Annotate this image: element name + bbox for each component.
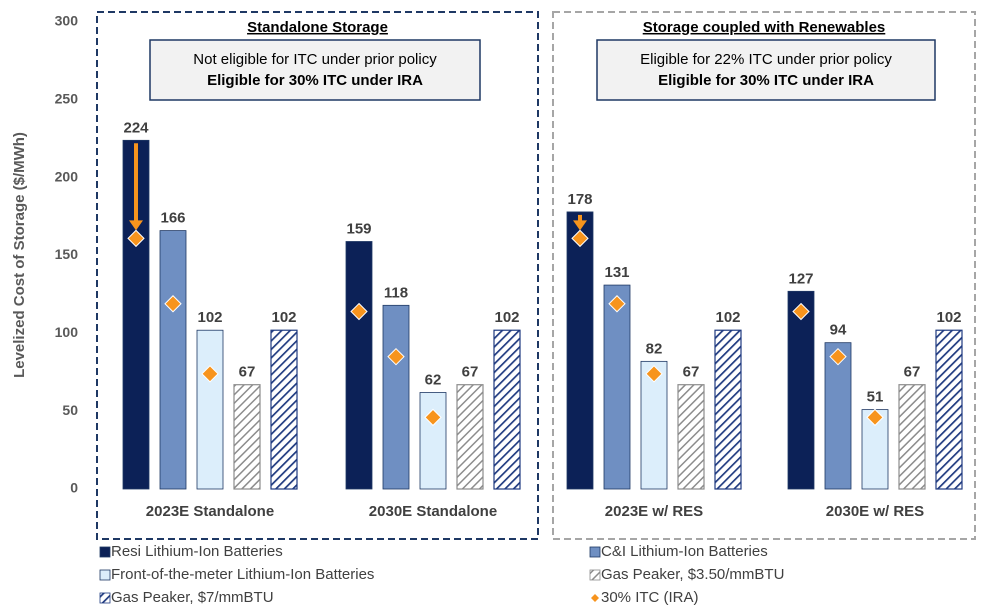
- bar: [456, 384, 484, 490]
- value-label: 102: [197, 309, 222, 326]
- y-tick-label: 100: [55, 324, 79, 340]
- value-label: 224: [123, 119, 149, 136]
- x-tick-label: 2023E w/ RES: [605, 503, 703, 520]
- note-text: Eligible for 22% ITC under prior policy: [640, 51, 892, 68]
- legend-label: Resi Lithium-Ion Batteries: [111, 543, 283, 560]
- value-label: 82: [646, 340, 663, 357]
- value-label: 51: [867, 389, 884, 406]
- value-label: 102: [715, 309, 740, 326]
- marker: [792, 302, 810, 321]
- legend-label: C&I Lithium-Ion Batteries: [601, 543, 768, 560]
- arrow-head: [573, 220, 587, 231]
- marker: [866, 408, 884, 427]
- y-tick-label: 200: [55, 168, 79, 184]
- value-label: 67: [904, 364, 921, 381]
- value-label: 62: [425, 371, 442, 388]
- y-axis-label: Levelized Cost of Storage ($/MWh): [11, 132, 28, 378]
- bar: [898, 384, 926, 490]
- bar: [196, 329, 224, 490]
- value-label: 166: [160, 210, 185, 227]
- bar: [640, 360, 668, 490]
- y-tick-label: 300: [55, 13, 79, 29]
- bar: [603, 284, 631, 490]
- note-text: Eligible for 30% ITC under IRA: [207, 72, 423, 89]
- x-tick-label: 2030E Standalone: [369, 503, 497, 520]
- legend-label: Gas Peaker, $7/mmBTU: [111, 589, 274, 606]
- value-label: 131: [604, 264, 629, 281]
- value-label: 102: [271, 309, 296, 326]
- marker: [608, 295, 626, 313]
- panel-title: Standalone Storage: [247, 19, 388, 36]
- bar: [714, 329, 742, 490]
- marker: [645, 365, 663, 383]
- note-text: Not eligible for ITC under prior policy: [193, 51, 437, 68]
- value-label: 67: [683, 364, 700, 381]
- legend-label: Front-of-the-meter Lithium-Ion Batteries: [111, 566, 374, 583]
- bar: [493, 329, 521, 490]
- bar: [270, 329, 298, 490]
- value-label: 102: [494, 309, 519, 326]
- marker: [424, 408, 442, 427]
- value-label: 118: [384, 284, 408, 301]
- arrow-head: [129, 220, 143, 231]
- x-tick-label: 2023E Standalone: [146, 503, 274, 520]
- legend-swatch: [589, 546, 601, 558]
- marker: [127, 229, 145, 248]
- y-tick-label: 250: [55, 91, 79, 107]
- value-label: 178: [567, 191, 592, 208]
- value-label: 159: [346, 220, 371, 237]
- bar: [382, 304, 410, 490]
- bar: [159, 230, 187, 490]
- legend-label: Gas Peaker, $3.50/mmBTU: [601, 566, 784, 583]
- marker: [164, 295, 182, 313]
- value-label: 94: [830, 322, 847, 339]
- y-tick-label: 150: [55, 246, 79, 262]
- marker: [201, 365, 219, 383]
- value-label: 102: [936, 309, 961, 326]
- legend-swatch: [99, 569, 111, 581]
- bar: [419, 392, 447, 490]
- bar: [935, 329, 963, 490]
- marker: [350, 302, 368, 321]
- bar: [677, 384, 705, 490]
- value-label: 127: [788, 270, 813, 287]
- marker: [387, 347, 405, 366]
- value-label: 67: [462, 364, 479, 381]
- legend-marker: [591, 594, 599, 602]
- marker: [571, 229, 589, 248]
- panel-border: [96, 11, 539, 540]
- legend-label: 30% ITC (IRA): [601, 589, 699, 606]
- bar: [566, 211, 594, 490]
- legend-swatch: [99, 546, 111, 558]
- legend-swatch: [589, 569, 601, 581]
- bar: [824, 342, 852, 490]
- x-tick-label: 2030E w/ RES: [826, 503, 924, 520]
- panel-border: [552, 11, 976, 540]
- value-label: 67: [239, 364, 256, 381]
- note-text: Eligible for 30% ITC under IRA: [658, 72, 874, 89]
- note-box: [149, 39, 481, 101]
- bar: [233, 384, 261, 490]
- bar: [345, 241, 373, 490]
- legend-swatch: [99, 592, 111, 604]
- panel-title: Storage coupled with Renewables: [643, 19, 886, 36]
- note-box: [596, 39, 936, 101]
- y-tick-label: 50: [62, 402, 78, 418]
- y-tick-label: 0: [70, 480, 78, 496]
- marker: [829, 347, 847, 366]
- bar: [787, 290, 815, 490]
